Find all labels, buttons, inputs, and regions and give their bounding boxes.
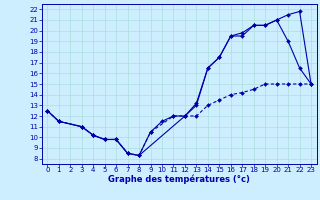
X-axis label: Graphe des températures (°c): Graphe des températures (°c) (108, 175, 250, 184)
